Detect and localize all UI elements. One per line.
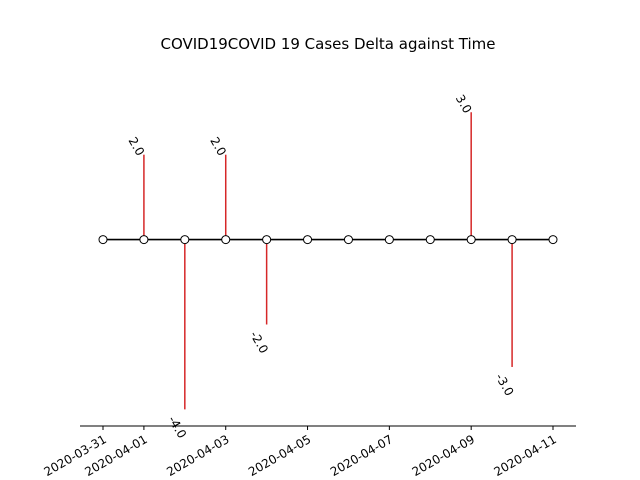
x-tick-label: 2020-04-09 — [410, 432, 477, 479]
date-marker — [180, 235, 190, 245]
date-marker — [425, 235, 435, 245]
x-tick-label: 2020-04-05 — [246, 432, 313, 479]
date-marker — [548, 235, 558, 245]
date-marker — [262, 235, 272, 245]
data-label: -3.0 — [493, 371, 517, 398]
data-label: 3.0 — [453, 92, 475, 116]
date-marker — [98, 235, 108, 245]
date-marker — [384, 235, 394, 245]
data-label: -2.0 — [247, 329, 271, 356]
x-tick-label: 2020-04-03 — [164, 432, 231, 479]
date-marker — [507, 235, 517, 245]
data-label: 2.0 — [126, 135, 148, 159]
data-label: -4.0 — [165, 414, 189, 441]
x-tick-label: 2020-04-07 — [328, 432, 395, 479]
date-marker — [466, 235, 476, 245]
chart-title: COVID19COVID 19 Cases Delta against Time — [160, 35, 495, 53]
stems-group — [143, 112, 513, 410]
date-marker — [303, 235, 313, 245]
date-marker — [139, 235, 149, 245]
date-marker — [343, 235, 353, 245]
markers-group — [98, 235, 558, 245]
data-label: 2.0 — [207, 135, 229, 159]
date-marker — [221, 235, 231, 245]
x-tick-label: 2020-04-11 — [491, 432, 558, 479]
